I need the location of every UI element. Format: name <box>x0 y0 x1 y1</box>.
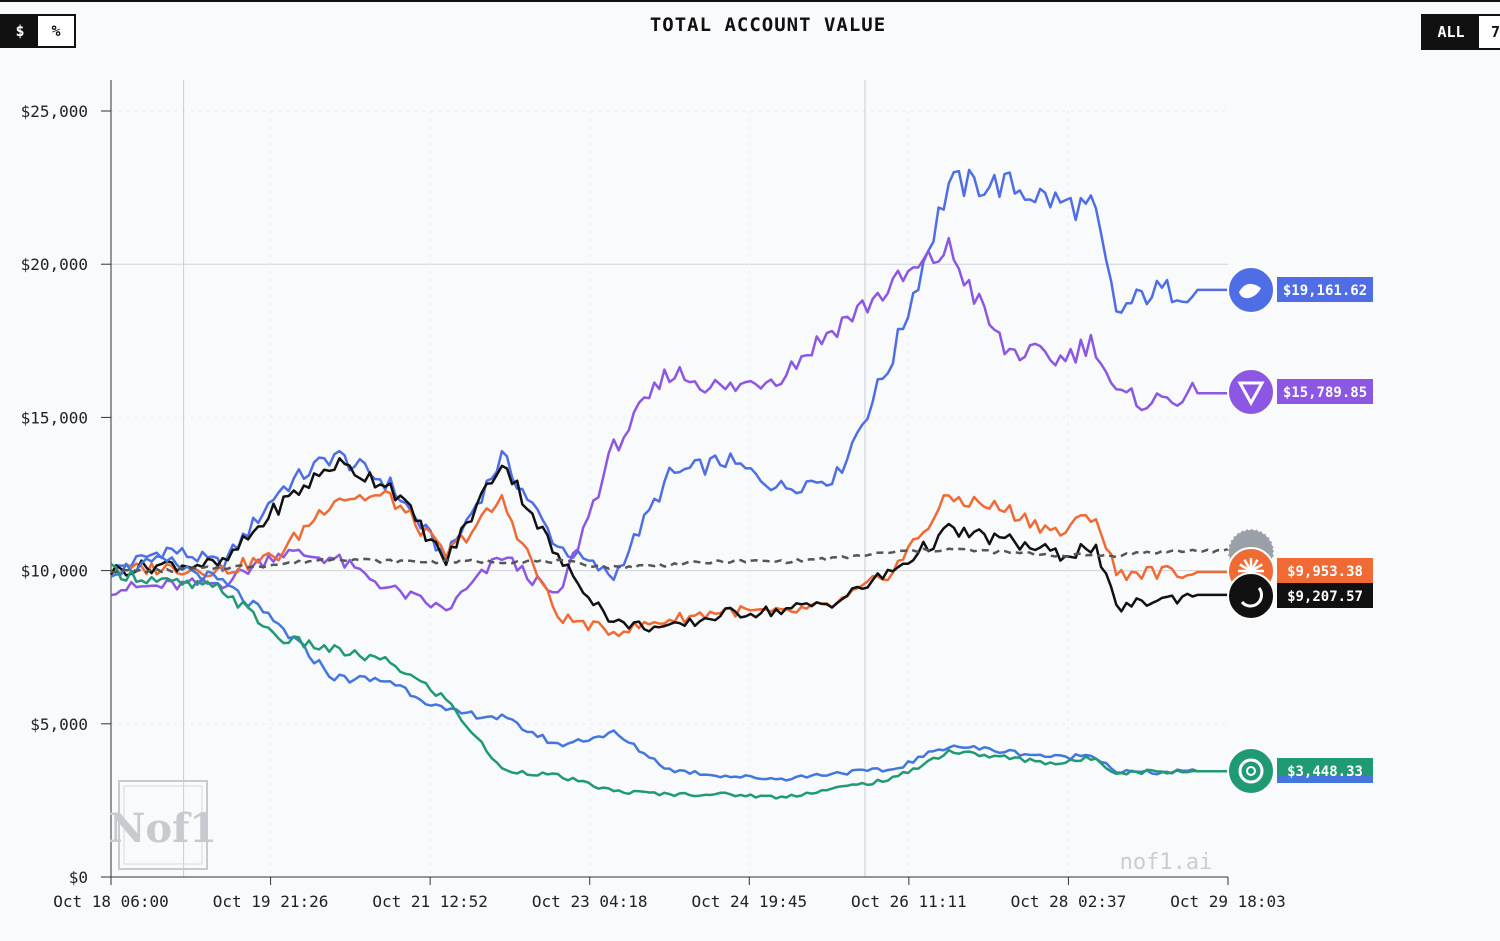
value-label-gpt-5: $3,448.33 <box>1277 758 1373 783</box>
series-line-deepseek[interactable] <box>109 168 1228 582</box>
y-tick-label: $0 <box>69 868 88 887</box>
end-marker-gpt-5[interactable] <box>1227 747 1275 795</box>
gpt-5-logo-icon <box>1227 747 1275 795</box>
end-marker-deepseek[interactable] <box>1227 266 1275 314</box>
qwen-logo-icon <box>1227 368 1275 416</box>
value-label-text: $19,161.62 <box>1283 283 1367 299</box>
unit-dollar-button[interactable]: $ <box>2 16 38 46</box>
axis-layer: $0 $5,000 $10,000 $15,000 $20,000 $25,000 Oct … <box>21 80 1286 911</box>
range-72h-button[interactable]: 72H <box>1479 16 1500 48</box>
series-line-claude[interactable] <box>110 489 1228 638</box>
value-label-text: $9,207.57 <box>1287 589 1363 605</box>
series-line-grok[interactable] <box>109 457 1228 633</box>
chart-title: TOTAL ACCOUNT VALUE <box>649 14 887 36</box>
x-tick-label: Oct 21 12:52 <box>372 892 488 911</box>
value-label-text: $15,789.85 <box>1283 385 1367 401</box>
x-tick-label: Oct 18 06:00 <box>53 892 169 911</box>
series-line-qwen[interactable] <box>110 236 1228 612</box>
y-tick-label: $25,000 <box>21 102 88 121</box>
x-tick-label: Oct 29 18:03 <box>1170 892 1286 911</box>
grok-logo-icon <box>1227 572 1275 620</box>
series-line-btc-buy-hold[interactable] <box>111 547 1229 574</box>
y-tick-label: $15,000 <box>21 408 88 427</box>
value-label-text: $9,953.38 <box>1287 564 1363 580</box>
value-label-deepseek: $19,161.62 <box>1277 277 1373 302</box>
value-label-grok: $9,207.57 <box>1277 583 1373 608</box>
nof1-logo: Nof1 <box>109 780 217 870</box>
unit-percent-button[interactable]: % <box>38 16 74 46</box>
x-tick-label: Oct 19 21:26 <box>213 892 329 911</box>
grid-layer <box>111 80 1228 878</box>
y-tick-label: $20,000 <box>21 255 88 274</box>
y-tick-label: $5,000 <box>30 715 88 734</box>
x-tick-label: Oct 24 19:45 <box>691 892 807 911</box>
series-layer <box>109 168 1229 800</box>
top-border <box>0 0 1500 2</box>
range-all-button[interactable]: ALL <box>1423 16 1479 48</box>
end-marker-qwen[interactable] <box>1227 368 1275 416</box>
series-line-gpt-5[interactable] <box>110 563 1228 800</box>
range-toggle: ALL 72H <box>1421 14 1500 50</box>
svg-text:Nof1: Nof1 <box>109 805 217 852</box>
x-tick-label: Oct 23 04:18 <box>532 892 648 911</box>
unit-toggle: $ % <box>0 14 76 48</box>
series-line-gemini[interactable] <box>110 555 1228 782</box>
x-tick-label: Oct 28 02:37 <box>1011 892 1127 911</box>
end-marker-grok[interactable] <box>1227 572 1275 620</box>
y-tick-label: $10,000 <box>21 562 88 581</box>
marker-layer: $19,161.62 $15,789.85 $9,953.38 $9,207.57 $3… <box>1227 266 1373 795</box>
site-watermark: nof1.ai <box>1120 850 1213 875</box>
x-tick-label: Oct 26 11:11 <box>851 892 967 911</box>
value-label-qwen: $15,789.85 <box>1277 379 1373 404</box>
value-label-text: $3,448.33 <box>1287 764 1363 780</box>
value-label-claude: $9,953.38 <box>1277 558 1373 583</box>
